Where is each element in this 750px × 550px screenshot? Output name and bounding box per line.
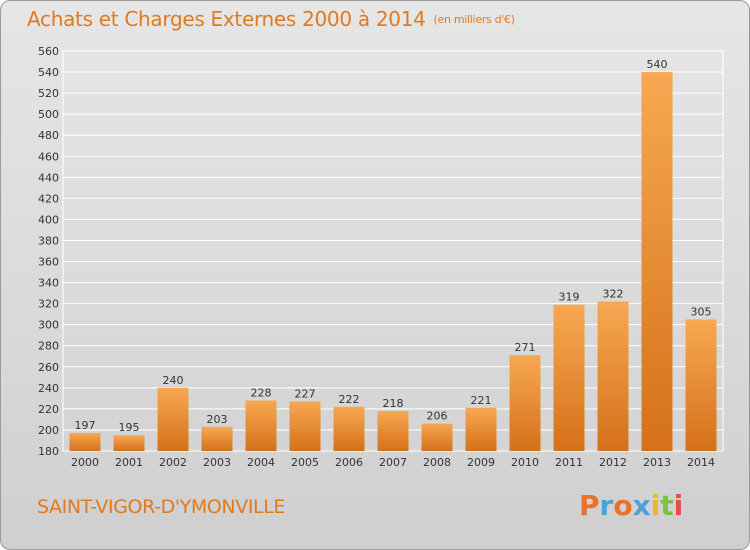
logo-letter: x (632, 489, 651, 522)
logo-letter: o (613, 489, 633, 522)
x-tick-label: 2007 (379, 456, 407, 469)
chart-subtitle: (en milliers d'€) (433, 13, 515, 26)
logo-letter: t (660, 489, 674, 522)
bar-2003 (201, 426, 233, 451)
x-tick-label: 2000 (71, 456, 99, 469)
title-text: Achats et Charges Externes 2000 à 2014 (27, 7, 426, 31)
y-tick-label: 500 (38, 108, 59, 121)
x-axis: 2000 2001 2002 2003 2004 2005 2006 2007 2008 2009… (71, 456, 715, 469)
y-tick-label: 260 (38, 361, 59, 374)
bar-2005 (289, 401, 321, 451)
x-tick-label: 2006 (335, 456, 363, 469)
bar-2013 (641, 72, 673, 451)
logo-letter: P (579, 489, 600, 522)
y-tick-label: 340 (38, 277, 59, 290)
chart-title: Achats et Charges Externes 2000 à 2014 (e… (27, 7, 515, 31)
data-label: 206 (427, 410, 448, 423)
x-tick-label: 2008 (423, 456, 451, 469)
data-label: 221 (471, 394, 492, 407)
y-tick-label: 280 (38, 340, 59, 353)
y-tick-label: 440 (38, 171, 59, 184)
bar-2002 (157, 387, 189, 451)
data-label: 240 (163, 374, 184, 387)
bar-2011 (553, 304, 585, 451)
y-tick-label: 480 (38, 129, 59, 142)
data-label: 218 (383, 397, 404, 410)
y-tick-label: 420 (38, 192, 59, 205)
x-tick-label: 2005 (291, 456, 319, 469)
bar-2001 (113, 435, 145, 451)
y-tick-label: 520 (38, 87, 59, 100)
x-tick-label: 2009 (467, 456, 495, 469)
logo-letter: r (599, 489, 614, 522)
bar-2009 (465, 407, 497, 451)
bar-2010 (509, 355, 541, 451)
y-tick-label: 360 (38, 256, 59, 269)
y-tick-label: 460 (38, 150, 59, 163)
bar-2004 (245, 400, 277, 451)
bar-2012 (597, 301, 629, 451)
x-tick-label: 2002 (159, 456, 187, 469)
data-label: 228 (251, 386, 272, 399)
data-label: 305 (691, 305, 712, 318)
y-tick-label: 320 (38, 298, 59, 311)
commune-name: SAINT-VIGOR-D'YMONVILLE (37, 496, 285, 518)
bar-2014 (685, 319, 717, 451)
data-label: 222 (339, 393, 360, 406)
bar-2000 (69, 433, 101, 451)
y-tick-label: 560 (38, 45, 59, 58)
x-tick-label: 2010 (511, 456, 539, 469)
data-label: 540 (647, 58, 668, 71)
x-tick-label: 2004 (247, 456, 275, 469)
x-tick-label: 2011 (555, 456, 583, 469)
data-label: 322 (603, 288, 624, 301)
y-tick-label: 540 (38, 66, 59, 79)
bar-2008 (421, 423, 453, 451)
x-tick-label: 2013 (643, 456, 671, 469)
y-tick-label: 380 (38, 234, 59, 247)
bar-2006 (333, 406, 365, 451)
logo-letter: i (650, 489, 661, 522)
data-label: 271 (515, 341, 536, 354)
logo-letter: i (673, 489, 684, 522)
x-tick-label: 2003 (203, 456, 231, 469)
y-tick-label: 300 (38, 319, 59, 332)
data-label: 319 (559, 291, 580, 304)
y-axis: 180 200 220 240 260 280 300 320 340 360 380 400 420 4… (38, 45, 59, 458)
x-tick-label: 2014 (687, 456, 715, 469)
data-label: 227 (295, 388, 316, 401)
data-label: 203 (207, 413, 228, 426)
y-tick-label: 200 (38, 424, 59, 437)
bar-2007 (377, 411, 409, 451)
x-tick-label: 2012 (599, 456, 627, 469)
data-labels: 197 195 240 203 228 227 222 218 206 221 271 319 322 5… (75, 58, 712, 434)
y-tick-label: 220 (38, 403, 59, 416)
data-label: 195 (119, 421, 140, 434)
y-tick-label: 240 (38, 382, 59, 395)
x-tick-label: 2001 (115, 456, 143, 469)
proxiti-logo[interactable]: Proxiti (579, 489, 683, 522)
bars (69, 72, 717, 451)
y-tick-label: 400 (38, 213, 59, 226)
y-tick-label: 180 (38, 445, 59, 458)
data-label: 197 (75, 419, 96, 432)
